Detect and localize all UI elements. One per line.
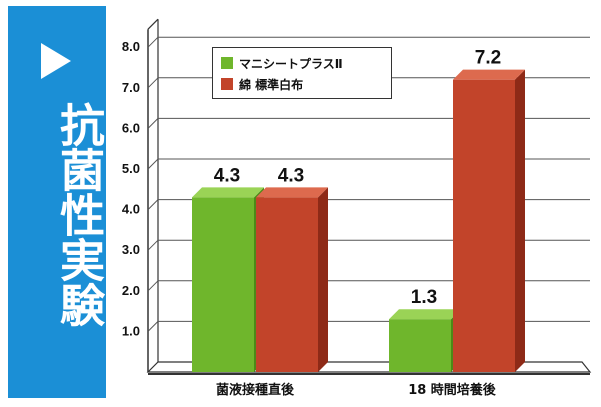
y-tick-label: 4.0 [122, 202, 140, 217]
bar [256, 197, 318, 372]
bar-side [318, 187, 328, 372]
y-axis-top-cap [147, 18, 159, 30]
bar-top [192, 187, 264, 198]
gridline-depth [147, 321, 159, 332]
x-category-label: 菌液接種直後 [216, 382, 295, 398]
bar-top [389, 309, 461, 320]
y-tick-label: 3.0 [122, 242, 140, 257]
data-label: 1.3 [411, 287, 437, 308]
bar-top [256, 187, 328, 198]
side-banner: 抗菌性実験 [8, 6, 106, 398]
legend-item-series-1: マニシートプラスⅡ [221, 55, 343, 71]
banner-title: 抗菌性実験 [52, 102, 105, 327]
bar [453, 79, 515, 373]
gridline-depth [147, 36, 159, 48]
x-category-label: 18 時間培養後 [408, 382, 497, 398]
y-tick-label: 8.0 [122, 39, 140, 54]
data-label: 4.3 [214, 165, 240, 186]
gridline-depth [147, 239, 159, 251]
gridline-depth [147, 118, 159, 129]
legend-label-series-2: 綿 標準白布 [239, 77, 304, 92]
legend-swatch-series-2 [221, 78, 233, 90]
y-tick-label: 1.0 [122, 323, 140, 338]
gridline-depth [147, 199, 159, 210]
gridline-depth [147, 158, 159, 170]
data-label: 7.2 [475, 48, 501, 69]
gridline-depth [147, 77, 159, 89]
bar-side [515, 69, 525, 373]
gridline-depth [147, 280, 159, 292]
legend-label-series-1: マニシートプラスⅡ [239, 56, 343, 71]
y-tick-label: 6.0 [122, 120, 140, 135]
bar [389, 319, 451, 372]
y-tick-label: 2.0 [122, 283, 140, 298]
y-tick-label: 7.0 [122, 80, 140, 95]
y-tick-label: 5.0 [122, 161, 140, 176]
bar [192, 197, 254, 372]
play-triangle-icon [41, 43, 71, 79]
legend-item-series-2: 綿 標準白布 [221, 76, 303, 92]
legend-swatch-series-1 [221, 57, 233, 69]
bar-top [453, 69, 525, 80]
data-label: 4.3 [278, 165, 304, 186]
chart-legend: マニシートプラスⅡ 綿 標準白布 [212, 47, 392, 99]
